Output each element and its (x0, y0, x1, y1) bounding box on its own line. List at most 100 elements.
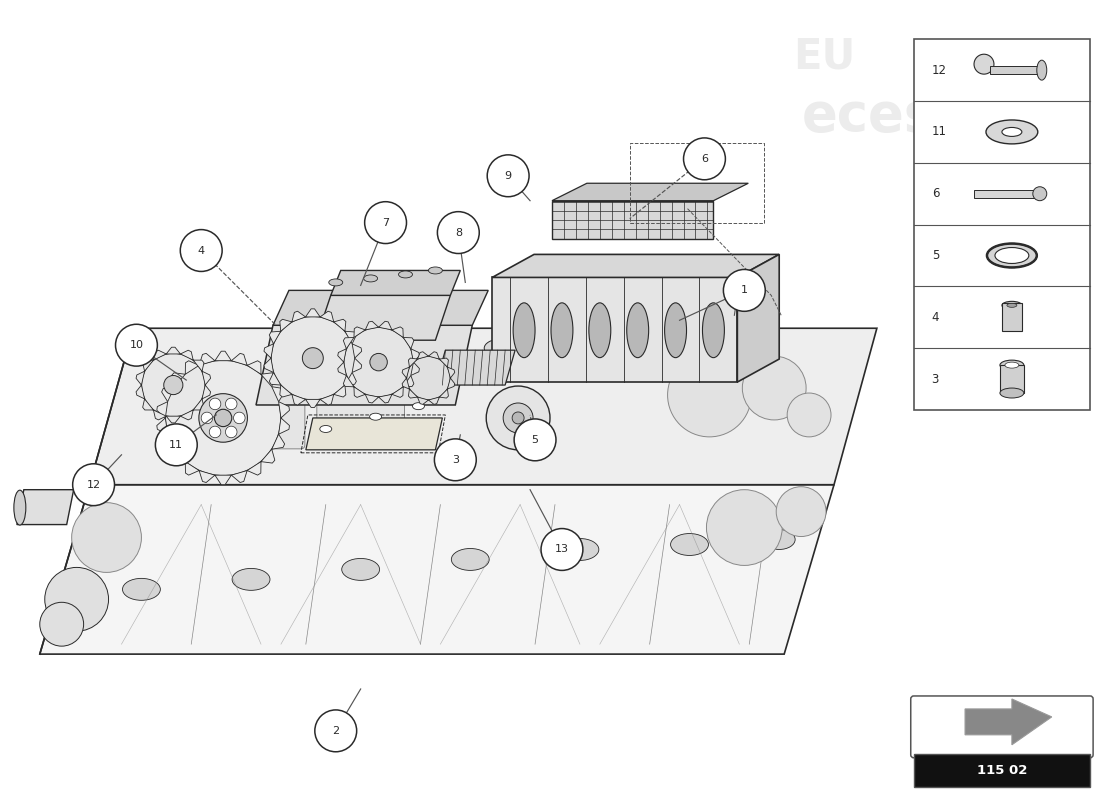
Circle shape (742, 356, 806, 420)
Circle shape (271, 316, 354, 400)
Circle shape (40, 602, 84, 646)
Polygon shape (264, 358, 274, 373)
Ellipse shape (1005, 362, 1019, 368)
Polygon shape (162, 434, 175, 449)
Polygon shape (264, 344, 274, 358)
Polygon shape (403, 367, 409, 378)
Text: 12: 12 (87, 480, 101, 490)
Ellipse shape (342, 558, 380, 580)
Polygon shape (428, 352, 439, 359)
Text: 3: 3 (932, 373, 939, 386)
Polygon shape (278, 402, 289, 418)
Circle shape (407, 356, 450, 400)
Polygon shape (436, 350, 515, 385)
Polygon shape (292, 311, 306, 322)
FancyBboxPatch shape (990, 66, 1042, 74)
Text: 1985: 1985 (536, 579, 624, 619)
Polygon shape (418, 352, 428, 359)
Circle shape (209, 426, 221, 438)
Circle shape (226, 426, 236, 438)
Circle shape (706, 490, 782, 566)
Circle shape (45, 567, 109, 631)
Text: a passion for parts since: a passion for parts since (331, 530, 510, 570)
Polygon shape (261, 373, 275, 386)
Polygon shape (320, 311, 333, 322)
Polygon shape (278, 418, 289, 434)
Text: 6: 6 (701, 154, 708, 164)
Polygon shape (306, 399, 320, 407)
Polygon shape (552, 201, 714, 238)
Polygon shape (157, 402, 167, 418)
Polygon shape (270, 373, 280, 385)
Circle shape (370, 354, 387, 371)
Polygon shape (231, 354, 248, 366)
FancyBboxPatch shape (911, 696, 1093, 758)
Ellipse shape (994, 247, 1028, 263)
Ellipse shape (763, 530, 795, 550)
Polygon shape (343, 375, 354, 386)
Text: 5: 5 (932, 249, 939, 262)
Text: 11: 11 (169, 440, 184, 450)
Ellipse shape (395, 353, 427, 371)
Polygon shape (199, 470, 214, 482)
Ellipse shape (513, 303, 535, 358)
Polygon shape (157, 418, 167, 434)
Polygon shape (214, 351, 231, 361)
Circle shape (364, 202, 407, 243)
Ellipse shape (746, 324, 773, 340)
Polygon shape (338, 362, 346, 375)
Circle shape (541, 529, 583, 570)
Polygon shape (552, 183, 748, 201)
Polygon shape (272, 386, 285, 402)
FancyBboxPatch shape (1002, 303, 1022, 331)
Circle shape (438, 212, 480, 254)
Ellipse shape (122, 578, 161, 600)
Text: 4: 4 (198, 246, 205, 255)
Ellipse shape (1002, 302, 1022, 310)
Circle shape (116, 324, 157, 366)
Ellipse shape (664, 303, 686, 358)
Polygon shape (231, 470, 248, 482)
Ellipse shape (232, 569, 270, 590)
Polygon shape (410, 349, 419, 362)
Circle shape (155, 424, 197, 466)
Polygon shape (279, 319, 292, 331)
Polygon shape (448, 367, 454, 378)
Text: 8: 8 (454, 227, 462, 238)
Circle shape (724, 270, 766, 311)
Circle shape (486, 386, 550, 450)
Polygon shape (202, 385, 210, 399)
Ellipse shape (412, 402, 425, 410)
Polygon shape (256, 326, 472, 405)
Ellipse shape (320, 426, 332, 433)
Polygon shape (338, 349, 346, 362)
Polygon shape (273, 290, 488, 326)
Circle shape (214, 410, 232, 426)
Polygon shape (428, 397, 439, 404)
Polygon shape (279, 385, 292, 397)
Polygon shape (153, 350, 166, 360)
Circle shape (974, 54, 994, 74)
Polygon shape (202, 371, 210, 385)
Polygon shape (378, 394, 392, 403)
Polygon shape (16, 490, 74, 525)
Circle shape (226, 398, 236, 410)
Polygon shape (272, 434, 285, 449)
Circle shape (788, 393, 831, 437)
Text: EU: EU (793, 35, 855, 77)
Polygon shape (448, 378, 454, 389)
Circle shape (233, 412, 245, 424)
Circle shape (503, 403, 534, 433)
Polygon shape (352, 344, 362, 358)
Polygon shape (408, 358, 418, 367)
Circle shape (199, 394, 248, 442)
Text: 2: 2 (332, 726, 339, 736)
Polygon shape (392, 386, 404, 398)
Polygon shape (365, 394, 378, 403)
Ellipse shape (329, 279, 343, 286)
Polygon shape (248, 361, 261, 374)
Polygon shape (378, 322, 392, 330)
Ellipse shape (428, 267, 442, 274)
Polygon shape (143, 399, 153, 410)
Text: 9: 9 (505, 170, 512, 181)
